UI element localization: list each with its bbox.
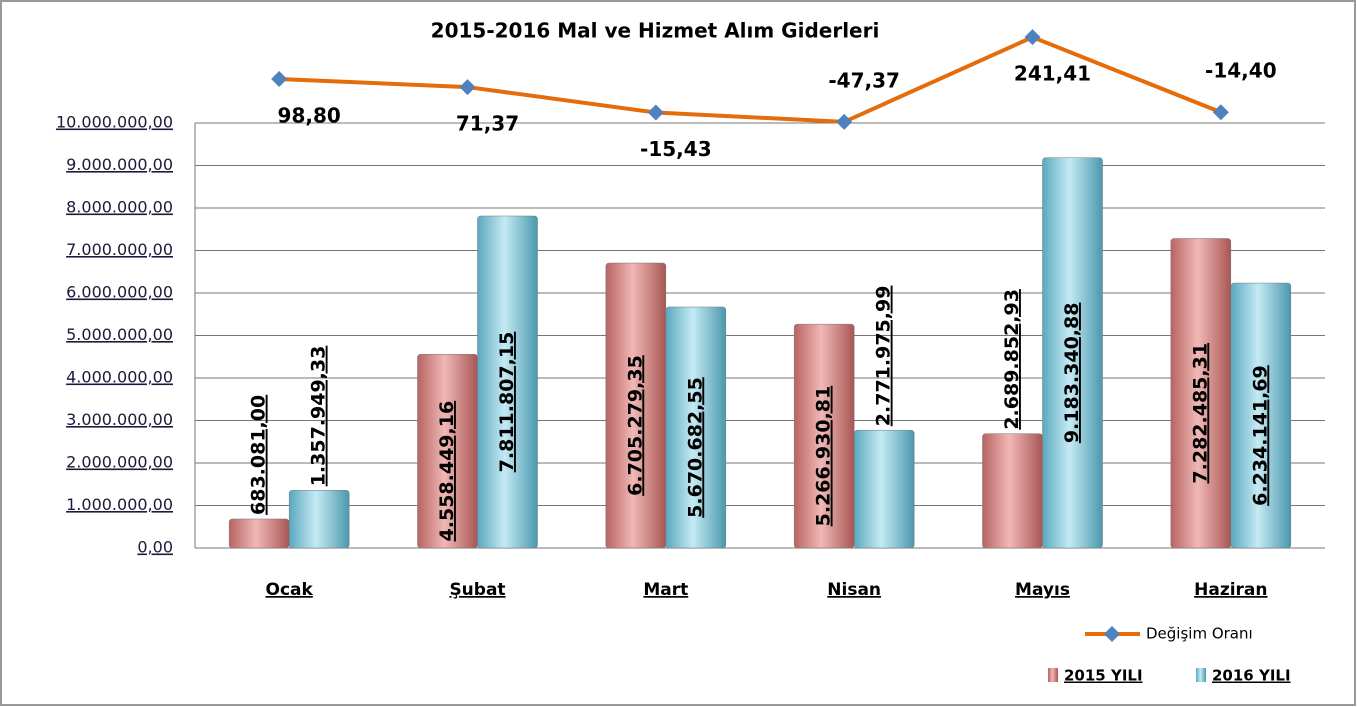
bar (477, 215, 538, 549)
x-tick-label: Mart (643, 580, 688, 600)
x-tick-label: Şubat (449, 580, 505, 600)
line-marker (647, 104, 664, 121)
line-marker (1212, 104, 1229, 121)
bar (1042, 157, 1103, 549)
bar-value-label: 2.771.975,99 (873, 286, 895, 427)
y-tick-label: 7.000.000,00 (66, 240, 173, 259)
bar-value-label: 683.081,00 (248, 395, 270, 515)
y-tick-label: 0,00 (137, 538, 173, 557)
bar-value-label: 9.183.340,88 (1061, 303, 1083, 444)
y-tick-label: 2.000.000,00 (66, 453, 173, 472)
x-tick-label: Haziran (1194, 580, 1267, 600)
line-value-label: 98,80 (278, 104, 341, 128)
y-tick-label: 6.000.000,00 (66, 283, 173, 302)
y-tick-label: 9.000.000,00 (66, 155, 173, 174)
bar (1230, 282, 1292, 549)
x-tick-label: Ocak (266, 580, 314, 600)
bar-value-label: 5.266.930,81 (813, 386, 835, 527)
legend-label: 2015 YILI (1064, 667, 1143, 685)
bar-value-label: 7.811.807,15 (496, 332, 518, 473)
line-value-label: -15,43 (640, 137, 712, 161)
bar-value-label: 6.234.141,69 (1249, 365, 1271, 506)
y-tick-label: 1.000.000,00 (66, 495, 173, 514)
x-tick-label: Mayıs (1015, 580, 1070, 600)
line-value-label: 241,41 (1014, 62, 1091, 86)
bar (853, 429, 915, 549)
bar (982, 433, 1043, 549)
bar-value-label: 7.282.485,31 (1189, 343, 1211, 484)
line-value-label: -47,37 (828, 68, 900, 92)
line-marker (1024, 29, 1041, 46)
line-value-label: 71,37 (456, 112, 519, 136)
bar (288, 490, 350, 549)
legend-marker (1104, 626, 1120, 642)
line-marker (836, 113, 853, 130)
y-tick-label: 5.000.000,00 (66, 325, 173, 344)
x-tick-label: Nisan (827, 580, 881, 600)
y-tick-label: 8.000.000,00 (66, 198, 173, 217)
line (279, 35, 1222, 124)
bar-value-label: 5.670.682,55 (684, 377, 706, 518)
y-tick-label: 4.000.000,00 (66, 368, 173, 387)
y-tick-label: 10.000.000,00 (56, 113, 173, 132)
legend-label: 2016 YILI (1212, 667, 1291, 685)
bar (665, 306, 727, 549)
legend-swatch (1048, 668, 1058, 682)
line-marker (271, 71, 288, 88)
bar-value-label: 1.357.949,33 (308, 346, 330, 487)
chart-title: 2015-2016 Mal ve Hizmet Alım Giderleri (431, 19, 880, 43)
line-value-label: -14,40 (1205, 59, 1277, 83)
y-tick-label: 3.000.000,00 (66, 410, 173, 429)
legend-label: Değişim Oranı (1146, 625, 1253, 643)
bar-value-label: 6.705.279,35 (624, 355, 646, 496)
line-marker (459, 79, 476, 96)
legend-swatch (1196, 668, 1206, 682)
bar (228, 518, 290, 549)
bar-value-label: 2.689.852,93 (1001, 289, 1023, 430)
bar-value-label: 4.558.449,16 (436, 401, 458, 542)
